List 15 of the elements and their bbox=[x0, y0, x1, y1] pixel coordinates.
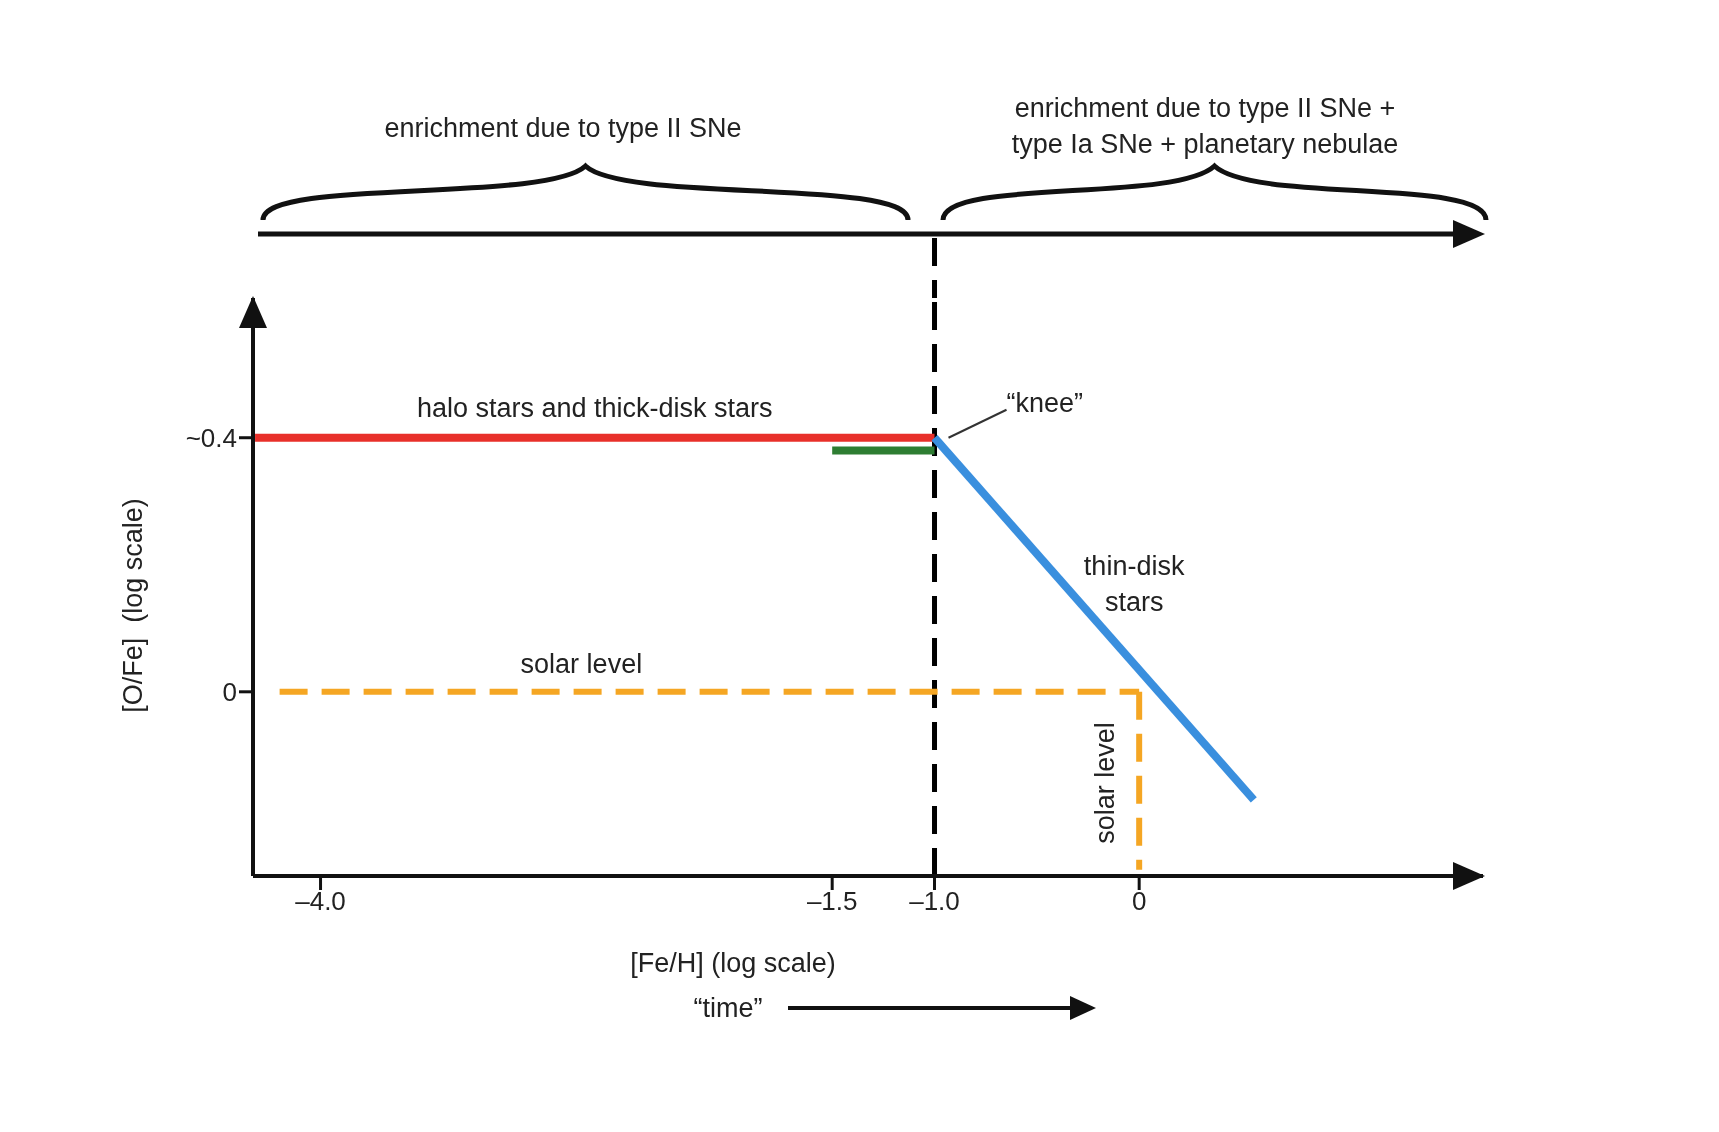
text: enrichment due to type II SNe bbox=[383, 112, 743, 145]
text: enrichment due to type II SNe + type Ia SNe + planetary nebulae bbox=[1010, 92, 1400, 161]
x-tick-label: –1.0 bbox=[909, 886, 960, 917]
series-label: solar level bbox=[519, 647, 644, 681]
series-label: thin-disk stars bbox=[1082, 549, 1186, 619]
text: “time” bbox=[692, 992, 764, 1025]
x-axis-title: [Fe/H] (log scale) bbox=[629, 948, 837, 979]
text: solar level bbox=[1089, 720, 1122, 846]
annotation: “knee” bbox=[1006, 387, 1084, 419]
x-tick-label: –1.5 bbox=[806, 886, 858, 917]
y-tick-label: ~0.4 bbox=[185, 422, 237, 453]
x-tick-label: 0 bbox=[1131, 886, 1147, 917]
series-label: halo stars and thick-disk stars bbox=[415, 391, 774, 425]
x-tick-label: –4.0 bbox=[295, 886, 346, 917]
y-axis-title: [O/Fe] (log scale) bbox=[117, 497, 149, 715]
